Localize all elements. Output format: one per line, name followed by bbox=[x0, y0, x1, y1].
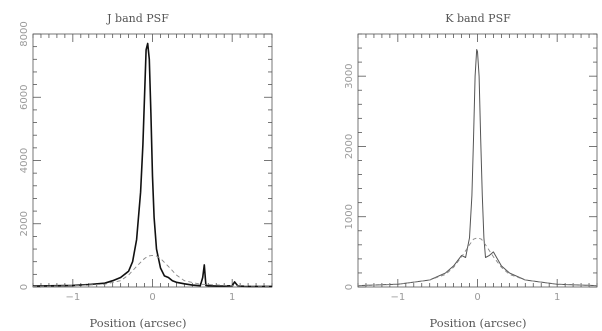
x-tick-label: −1 bbox=[65, 292, 80, 303]
y-tick-label: 0 bbox=[19, 284, 30, 290]
psf-profile-line bbox=[357, 49, 598, 287]
chart-title: K band PSF bbox=[445, 12, 511, 25]
y-tick-label: 1000 bbox=[344, 204, 355, 229]
chart-title: J band PSF bbox=[106, 12, 169, 25]
y-tick-label: 6000 bbox=[19, 85, 30, 110]
y-tick-label: 2000 bbox=[344, 134, 355, 159]
y-tick-label: 8000 bbox=[19, 21, 30, 46]
j-band-panel: J band PSF Position (arcsec) −1 0 1 0 2000 40… bbox=[19, 12, 273, 330]
model-profile-line bbox=[357, 237, 598, 287]
y-tick-label: 0 bbox=[344, 284, 355, 290]
y-tick-label: 2000 bbox=[19, 211, 30, 236]
model-profile-line bbox=[32, 254, 273, 287]
x-tick-label: −1 bbox=[390, 292, 405, 303]
x-tick-label: 0 bbox=[149, 292, 155, 303]
k-band-panel: K band PSF Position (arcsec) −1 0 1 0 1000 20… bbox=[344, 12, 598, 330]
x-axis-label: Position (arcsec) bbox=[430, 316, 527, 330]
psf-profile-line bbox=[32, 42, 272, 288]
x-tick-label: 0 bbox=[474, 292, 480, 303]
y-tick-label: 4000 bbox=[19, 148, 30, 173]
x-tick-label: 1 bbox=[229, 292, 235, 303]
y-tick-label: 3000 bbox=[344, 63, 355, 88]
x-axis-label: Position (arcsec) bbox=[90, 316, 187, 330]
x-tick-label: 1 bbox=[554, 292, 560, 303]
plot-frame bbox=[357, 33, 598, 288]
